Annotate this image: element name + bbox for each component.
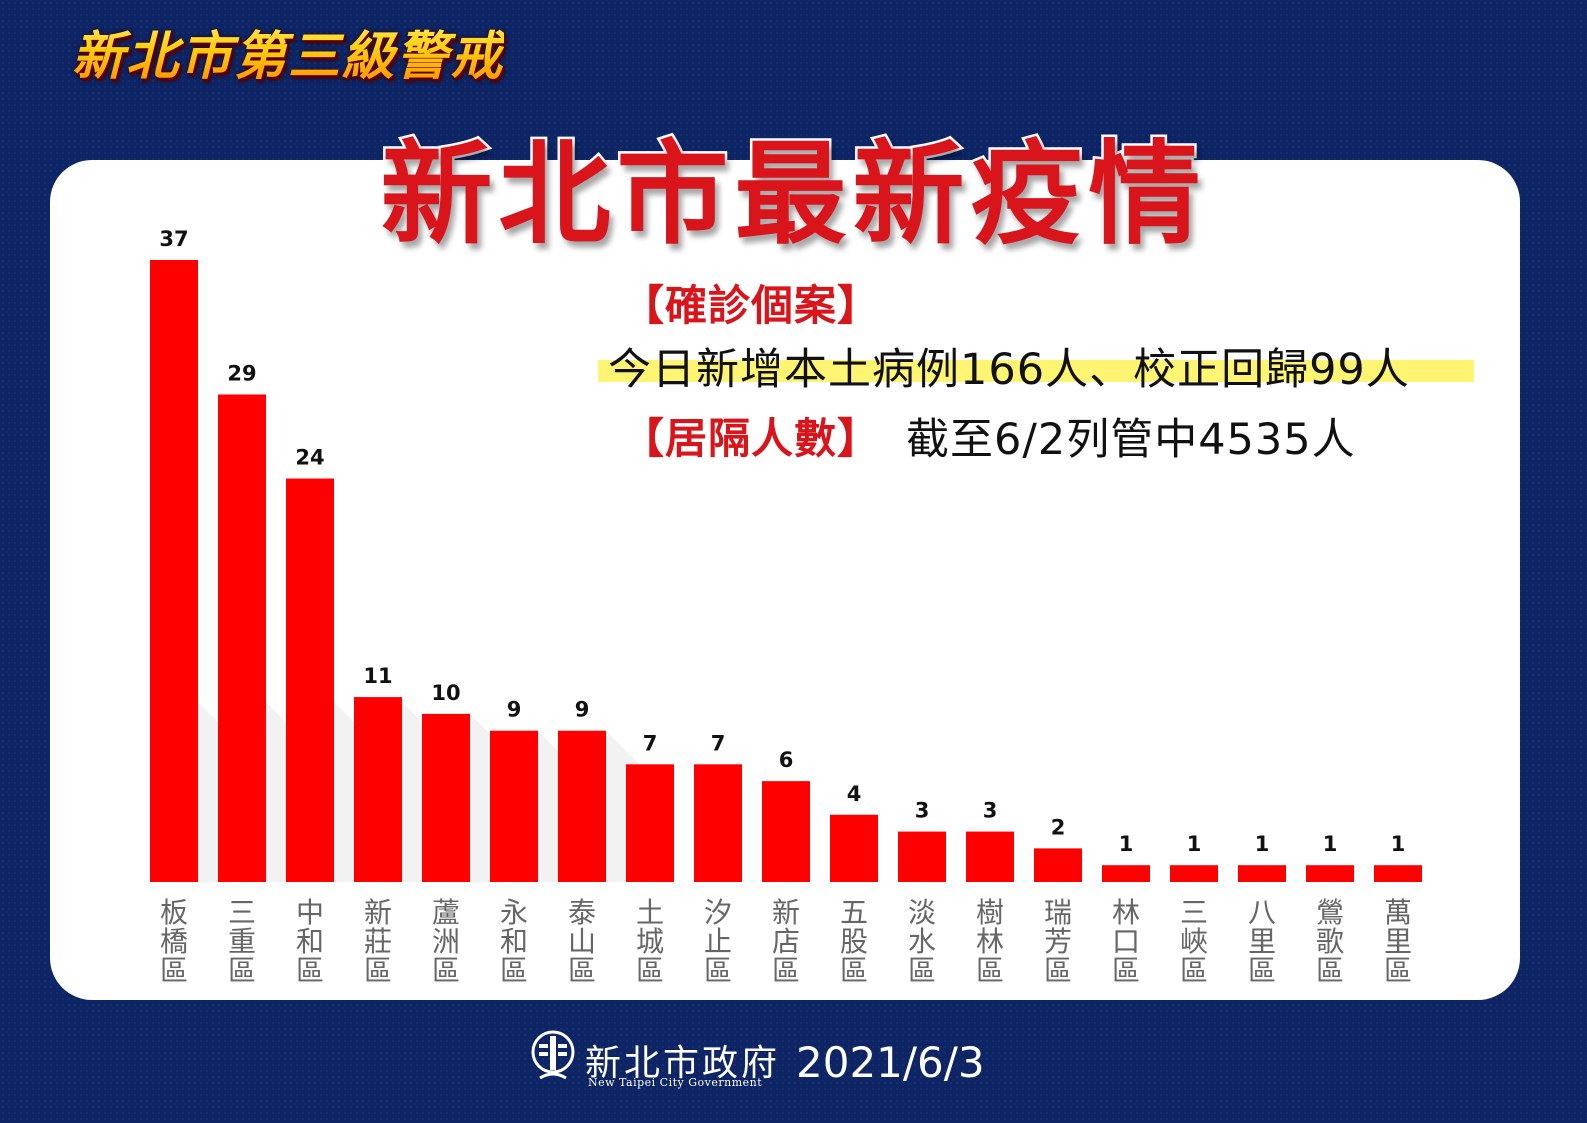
bar — [898, 831, 946, 882]
footer-org-name: 新北市政府 — [585, 1043, 781, 1084]
quarantine-label: 【居隔人數】 — [622, 414, 881, 463]
bar — [1034, 848, 1082, 882]
page-title: 新北市最新疫情 — [378, 128, 1207, 263]
bar-value-label: 1 — [1323, 832, 1338, 856]
category-label: 永和區 — [500, 896, 528, 987]
bar — [218, 394, 266, 882]
bar-value-label: 7 — [643, 731, 658, 755]
confirmed-label: 【確診個案】 — [622, 281, 881, 330]
category-label: 樹林區 — [976, 896, 1004, 987]
bar — [1170, 865, 1218, 882]
bar — [694, 764, 742, 882]
category-label: 汐止區 — [704, 896, 732, 987]
new-taipei-city-logo-icon — [531, 1030, 575, 1080]
bar-value-label: 4 — [847, 782, 862, 806]
category-label: 三峽區 — [1180, 896, 1208, 987]
category-label: 蘆洲區 — [432, 896, 460, 987]
bar-value-label: 29 — [227, 361, 256, 385]
bar-value-label: 9 — [575, 698, 590, 722]
category-label: 板橋區 — [160, 896, 188, 987]
footer-date: 2021/6/3 — [796, 1038, 985, 1087]
category-label: 三重區 — [228, 896, 256, 987]
category-label: 萬里區 — [1384, 896, 1412, 987]
bar — [626, 764, 674, 882]
bar-value-label: 9 — [507, 698, 522, 722]
bar — [490, 730, 538, 882]
bar — [762, 781, 810, 882]
bar-value-label: 24 — [295, 446, 324, 470]
category-label: 中和區 — [296, 896, 324, 987]
bar — [1374, 865, 1422, 882]
alert-level-title: 新北市第三級警戒 — [72, 14, 504, 89]
bar-value-label: 1 — [1255, 832, 1270, 856]
bar — [1306, 865, 1354, 882]
bar-value-label: 1 — [1187, 832, 1202, 856]
category-label: 鶯歌區 — [1316, 896, 1344, 987]
bar-value-label: 1 — [1119, 832, 1134, 856]
bar — [1238, 865, 1286, 882]
confirmed-text: 今日新增本土病例166人、校正回歸99人 — [608, 345, 1410, 395]
category-label: 新莊區 — [364, 896, 392, 987]
category-label: 淡水區 — [908, 896, 936, 987]
category-label: 八里區 — [1248, 896, 1276, 987]
bar-value-label: 7 — [711, 731, 726, 755]
category-label: 林口區 — [1112, 896, 1140, 987]
quarantine-text: 截至6/2列管中4535人 — [906, 415, 1356, 465]
bar — [1102, 865, 1150, 882]
bar — [150, 260, 198, 882]
category-label: 泰山區 — [568, 896, 596, 987]
bar — [422, 713, 470, 882]
bar-value-label: 3 — [983, 799, 998, 823]
bar-value-label: 3 — [915, 799, 930, 823]
bar-value-label: 37 — [159, 227, 188, 251]
category-label: 瑞芳區 — [1044, 896, 1072, 987]
bar — [354, 697, 402, 882]
bar — [830, 814, 878, 882]
confirmed-highlight — [598, 360, 1474, 382]
category-label: 土城區 — [636, 896, 664, 987]
bar — [286, 478, 334, 882]
bar-value-label: 2 — [1051, 815, 1066, 839]
bar — [558, 730, 606, 882]
bar-value-label: 6 — [779, 748, 794, 772]
category-label: 五股區 — [840, 896, 868, 987]
bar-value-label: 11 — [363, 664, 392, 688]
bar-value-label: 10 — [431, 681, 460, 705]
category-label: 新店區 — [772, 896, 800, 987]
bar — [966, 831, 1014, 882]
bar-value-label: 1 — [1391, 832, 1406, 856]
footer-org-name-en: New Taipei City Government — [588, 1076, 763, 1089]
